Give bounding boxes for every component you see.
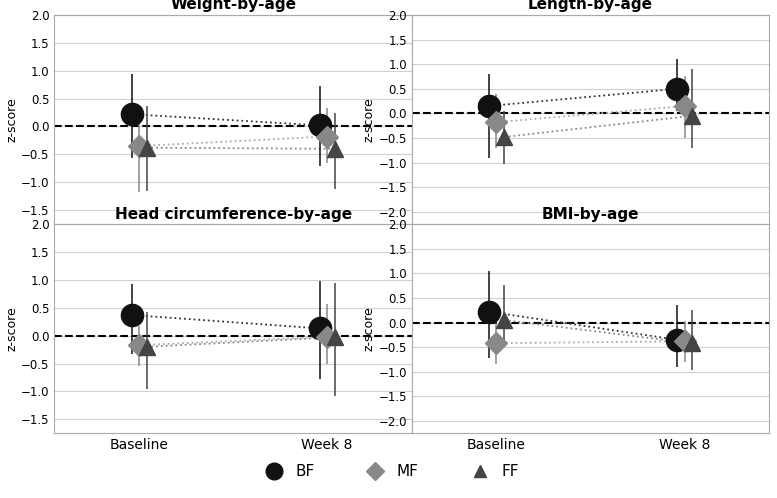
Title: Head circumference-by-age: Head circumference-by-age — [114, 207, 352, 222]
Y-axis label: z-score: z-score — [5, 306, 18, 351]
Title: Weight-by-age: Weight-by-age — [170, 0, 296, 12]
Y-axis label: z-score: z-score — [363, 97, 375, 142]
Legend: BF, MF, FF: BF, MF, FF — [253, 458, 524, 486]
Y-axis label: z-score: z-score — [5, 97, 18, 142]
Title: BMI-by-age: BMI-by-age — [542, 207, 639, 222]
Y-axis label: z-score: z-score — [363, 306, 375, 351]
Title: Length-by-age: Length-by-age — [528, 0, 653, 12]
